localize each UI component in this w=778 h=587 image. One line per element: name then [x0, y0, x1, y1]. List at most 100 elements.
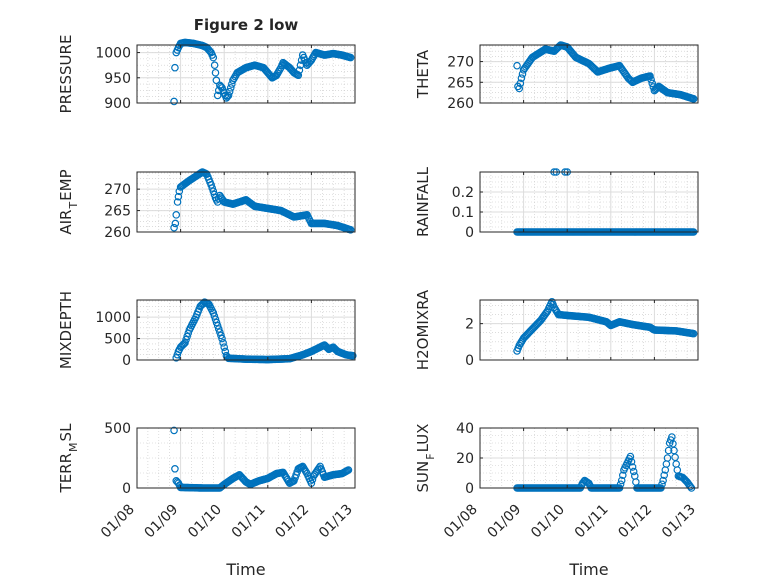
x-tick-label: 01/09	[485, 502, 525, 542]
axes-layer: 900 950 1000 PRESSURE 260 265 270 THETA 260 265 27…	[57, 35, 699, 579]
y-tick-label: 0	[122, 481, 131, 497]
data-point	[295, 66, 304, 75]
y-axis-label-part: PRESSURE	[57, 35, 75, 114]
data-point	[220, 343, 229, 351]
data-point	[182, 335, 190, 344]
data-point	[542, 308, 551, 317]
data-point	[211, 68, 220, 77]
data-point	[172, 211, 181, 219]
subplot-terr-msl: 01/08 01/09 01/10 01/11 01/12 01/13 0 500 TERRMS…	[57, 421, 356, 579]
x-tick-label: 01/13	[659, 502, 699, 542]
data-point	[171, 219, 180, 228]
x-tick-label: 01/11	[572, 502, 612, 542]
axes-box	[136, 299, 356, 361]
data-point	[349, 351, 357, 360]
axes-box	[136, 427, 356, 489]
y-tick-label: 260	[447, 96, 474, 112]
data-point	[209, 309, 218, 317]
data-point	[171, 464, 179, 473]
data-point	[671, 453, 679, 462]
x-tick-label: 01/12	[272, 502, 312, 542]
data-point	[658, 480, 666, 489]
data-point	[673, 466, 682, 474]
data-point	[224, 91, 233, 100]
data-point	[212, 76, 221, 85]
data-point	[628, 463, 637, 471]
subplot-mixdepth: 0 500 1000 MIXDEPTH	[57, 291, 357, 369]
x-tick-label: 01/10	[528, 502, 568, 542]
data-point	[212, 318, 221, 327]
data-point	[225, 87, 234, 96]
data-point	[207, 181, 215, 189]
x-axis-label: Time	[225, 560, 265, 579]
y-axis-label-part: H2OMIXRA	[414, 289, 432, 370]
x-tick-label: 01/12	[615, 502, 655, 542]
data-point	[664, 446, 673, 455]
x-tick-label: 01/08	[98, 502, 138, 542]
data-point	[208, 184, 217, 192]
data-point	[516, 79, 525, 88]
y-axis-label-part: THETA	[414, 49, 432, 99]
data-point	[171, 63, 179, 72]
data-point	[214, 325, 223, 333]
data-point	[209, 53, 218, 62]
data-point	[515, 84, 524, 93]
x-tick-label: 01/11	[229, 502, 269, 542]
y-axis-label-part: MIXDEPTH	[57, 291, 75, 369]
y-axis-label: PRESSURE	[57, 35, 75, 114]
data-point	[218, 334, 226, 343]
data-point	[174, 192, 183, 201]
y-tick-label: 1000	[95, 46, 131, 62]
data-point	[662, 460, 671, 468]
data-point	[216, 328, 224, 336]
x-tick-label: 01/10	[185, 502, 225, 542]
y-axis-label-part: LUX	[414, 424, 432, 453]
y-tick-label: 270	[104, 182, 131, 198]
data-point	[217, 82, 225, 91]
data-point	[517, 74, 526, 82]
data-point	[219, 339, 227, 347]
data-point	[206, 47, 214, 56]
y-tick-label: 20	[456, 451, 474, 467]
data-point	[178, 341, 187, 349]
subplot-h2omixra: 0 2 H2OMIXRA	[414, 289, 699, 370]
data-point	[646, 72, 654, 80]
y-axis-label: TERRMSL	[57, 423, 80, 494]
data-point	[648, 79, 657, 88]
y-tick-label: 950	[104, 71, 131, 87]
data-point	[209, 187, 218, 196]
y-tick-label: 265	[447, 75, 474, 91]
data-point	[660, 471, 669, 480]
axes-box	[479, 171, 699, 233]
y-tick-label: 2	[465, 317, 474, 333]
y-axis-label: H2OMIXRA	[414, 289, 432, 370]
y-axis-label: AIRT EMP	[57, 169, 80, 234]
data-point	[689, 329, 698, 338]
data-point	[170, 97, 178, 106]
y-axis-label-part: T	[67, 202, 80, 210]
y-axis-label-part: AIR	[57, 210, 75, 235]
y-axis-label-part: RAINFALL	[414, 166, 432, 237]
x-tick-label: 01/09	[142, 502, 182, 542]
data-point	[213, 91, 222, 100]
y-axis-label-part: TERR	[57, 453, 75, 494]
subplot-sun-flux: 01/08 01/09 01/10 01/11 01/12 01/13 0 20 40 SUN FL…	[414, 421, 699, 579]
data-point	[180, 340, 188, 348]
x-tick-label: 01/13	[316, 502, 356, 542]
subplot-pressure: 900 950 1000 PRESSURE	[57, 35, 356, 114]
axes-box	[479, 299, 699, 361]
subplot-air-temp: 260 265 270 AIRT EMP	[57, 168, 356, 241]
y-tick-label: 500	[104, 332, 131, 348]
data-point	[211, 315, 220, 324]
y-tick-label: 500	[104, 421, 131, 437]
axes-box	[136, 171, 356, 233]
y-tick-label: 0	[465, 353, 474, 369]
y-tick-label: 1000	[95, 310, 131, 326]
y-tick-label: 900	[104, 96, 131, 112]
data-point	[346, 53, 355, 62]
y-axis-label-part: SUN	[414, 461, 432, 493]
data-point	[172, 354, 181, 362]
x-axis-label: Time	[568, 560, 608, 579]
data-point	[210, 61, 219, 69]
